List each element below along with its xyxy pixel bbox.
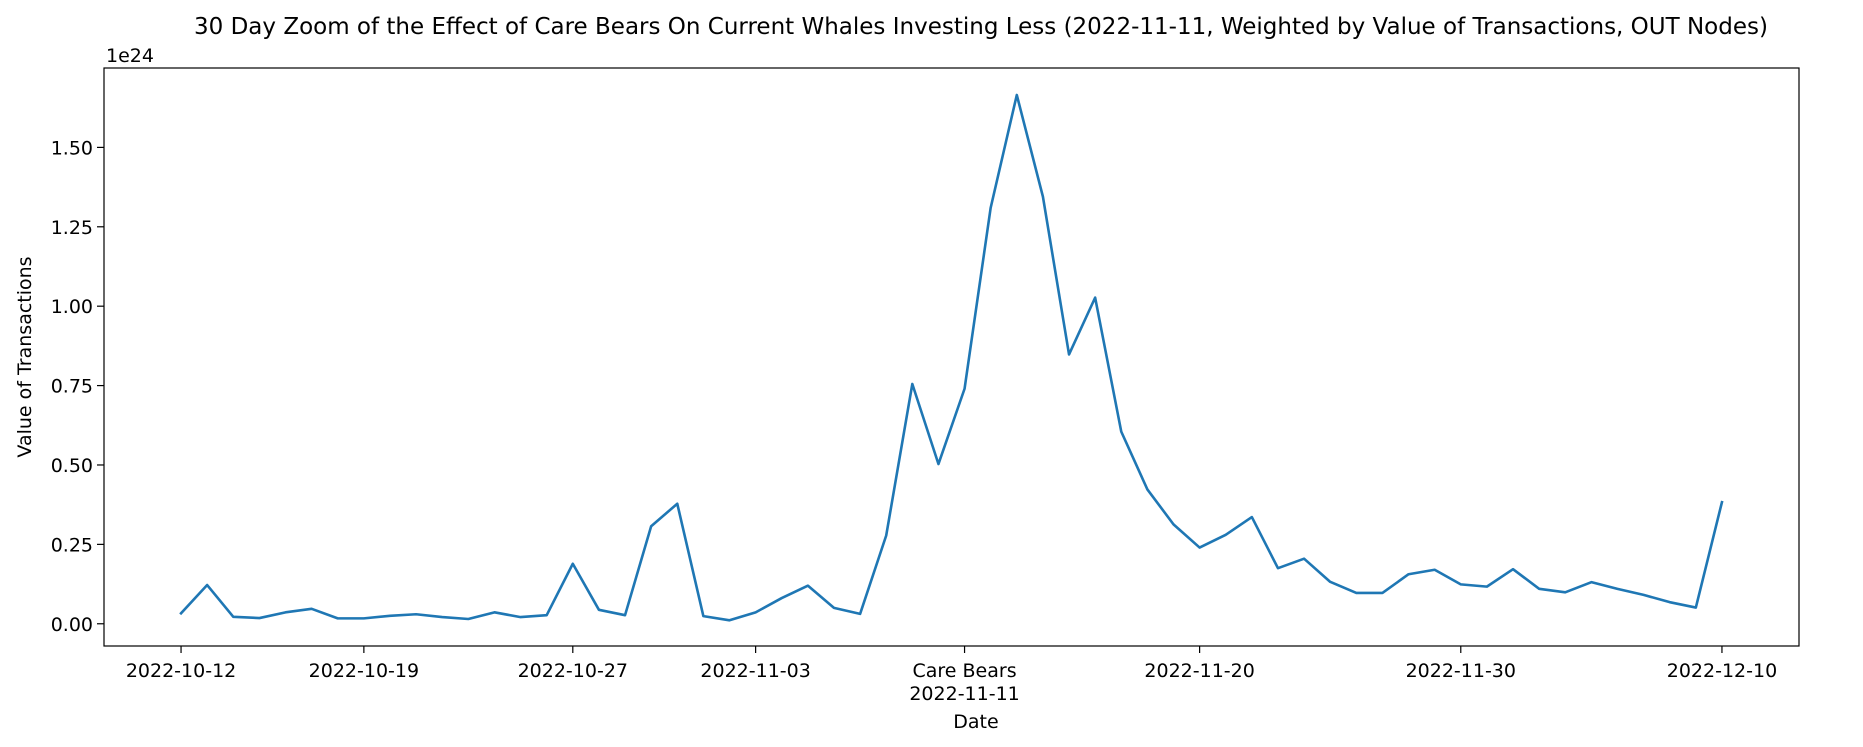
chart-title: 30 Day Zoom of the Effect of Care Bears … <box>194 14 1768 40</box>
data-point <box>1198 546 1202 550</box>
data-point <box>936 462 940 466</box>
data-point <box>963 387 967 391</box>
x-tick-label: 2022-11-20 <box>1144 660 1254 682</box>
data-point <box>231 615 235 619</box>
y-axis-offset-label: 1e24 <box>106 45 154 67</box>
data-point <box>989 206 993 210</box>
data-point <box>1093 296 1097 300</box>
data-point <box>1563 590 1567 594</box>
data-point <box>310 607 314 611</box>
data-point <box>884 533 888 537</box>
data-point <box>754 610 758 614</box>
data-point <box>1407 572 1411 576</box>
x-tick-label: 2022-11-03 <box>700 660 810 682</box>
data-point <box>623 613 627 617</box>
data-point <box>1537 587 1541 591</box>
x-tick-label: Care Bears <box>912 660 1016 682</box>
data-point <box>1302 557 1306 561</box>
data-point <box>545 613 549 617</box>
y-tick-label: 0.25 <box>51 534 93 556</box>
data-point <box>1511 567 1515 571</box>
data-point <box>519 615 523 619</box>
x-axis-title: Date <box>953 711 998 733</box>
data-point <box>597 608 601 612</box>
data-point <box>780 596 784 600</box>
data-point <box>388 614 392 618</box>
data-point <box>414 612 418 616</box>
data-point <box>1380 591 1384 595</box>
data-point <box>1642 593 1646 597</box>
data-point <box>1459 582 1463 586</box>
y-axis: 0.00 0.25 0.50 0.75 1.00 1.25 1.50 <box>51 137 104 636</box>
data-point <box>1354 591 1358 595</box>
x-tick-label: 2022-10-27 <box>518 660 628 682</box>
data-point <box>440 615 444 619</box>
data-point <box>1668 600 1672 604</box>
data-point <box>701 614 705 618</box>
data-point <box>1041 195 1045 199</box>
data-point <box>1119 430 1123 434</box>
data-point <box>492 610 496 614</box>
data-point <box>284 610 288 614</box>
data-point <box>1589 580 1593 584</box>
x-tick-label-secondary: 2022-11-11 <box>909 683 1019 705</box>
data-point <box>336 616 340 620</box>
data-point <box>832 606 836 610</box>
plot-area-frame <box>103 67 1800 647</box>
series-layer <box>179 93 1724 622</box>
y-tick-label: 1.50 <box>51 137 93 159</box>
data-point <box>1276 566 1280 570</box>
y-tick-label: 0.75 <box>51 376 93 398</box>
data-point <box>257 616 261 620</box>
data-point <box>1250 515 1254 519</box>
y-tick-label: 1.00 <box>51 296 93 318</box>
data-point <box>1615 587 1619 591</box>
data-point <box>1433 568 1437 572</box>
data-point <box>1694 606 1698 610</box>
data-point <box>858 612 862 616</box>
x-tick-label: 2022-12-10 <box>1667 660 1777 682</box>
data-point <box>466 617 470 621</box>
data-point <box>1015 93 1019 97</box>
y-axis-title: Value of Transactions <box>14 256 36 457</box>
data-point <box>1172 522 1176 526</box>
data-point <box>1328 580 1332 584</box>
series-line <box>179 93 1724 622</box>
data-point <box>649 524 653 528</box>
data-point <box>910 382 914 386</box>
data-point <box>728 618 732 622</box>
y-tick-label: 0.00 <box>51 614 93 636</box>
data-point <box>179 611 183 615</box>
x-tick-label: 2022-10-12 <box>126 660 236 682</box>
data-point <box>1485 585 1489 589</box>
data-point <box>1224 533 1228 537</box>
data-point <box>675 502 679 506</box>
x-tick-label: 2022-11-30 <box>1406 660 1516 682</box>
data-point <box>1145 487 1149 491</box>
data-point <box>571 562 575 566</box>
x-axis: 2022-10-12 2022-10-19 2022-10-27 2022-11-03… <box>126 646 1777 705</box>
data-point <box>362 616 366 620</box>
data-point <box>806 584 810 588</box>
y-tick-label: 1.25 <box>51 217 93 239</box>
data-point <box>1067 352 1071 356</box>
x-tick-label: 2022-10-19 <box>309 660 419 682</box>
data-point <box>1720 500 1724 504</box>
y-tick-label: 0.50 <box>51 455 93 477</box>
data-point <box>205 583 209 587</box>
